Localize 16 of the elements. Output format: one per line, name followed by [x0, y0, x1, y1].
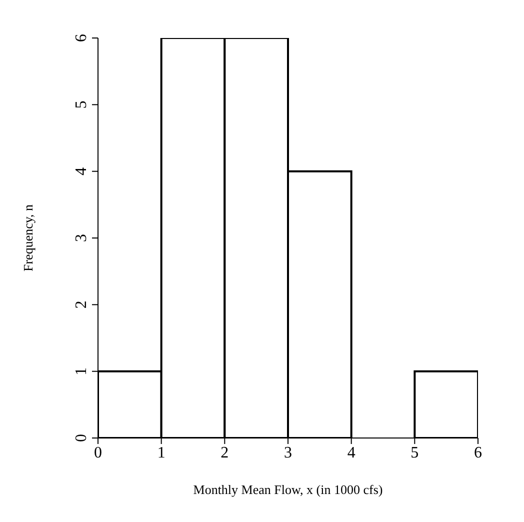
- x-tick-label: 1: [157, 444, 166, 462]
- y-tick-label: 6: [73, 34, 90, 42]
- y-tick-label: 2: [73, 300, 90, 309]
- x-tick-label: 4: [347, 444, 356, 462]
- y-tick-label: 3: [73, 234, 90, 242]
- x-axis-title: Monthly Mean Flow, x (in 1000 cfs): [193, 482, 383, 497]
- x-tick-label: 6: [474, 444, 482, 462]
- y-axis-title: Frequency, n: [20, 204, 36, 272]
- y-tick-label: 1: [73, 367, 90, 376]
- y-tick-label: 0: [73, 434, 90, 442]
- x-tick-label: 3: [284, 444, 292, 462]
- x-tick-label: 0: [94, 444, 102, 462]
- y-tick-label: 4: [73, 167, 90, 176]
- y-tick-label: 5: [73, 100, 90, 109]
- x-tick-label: 2: [220, 444, 229, 462]
- x-tick-label: 5: [410, 444, 419, 462]
